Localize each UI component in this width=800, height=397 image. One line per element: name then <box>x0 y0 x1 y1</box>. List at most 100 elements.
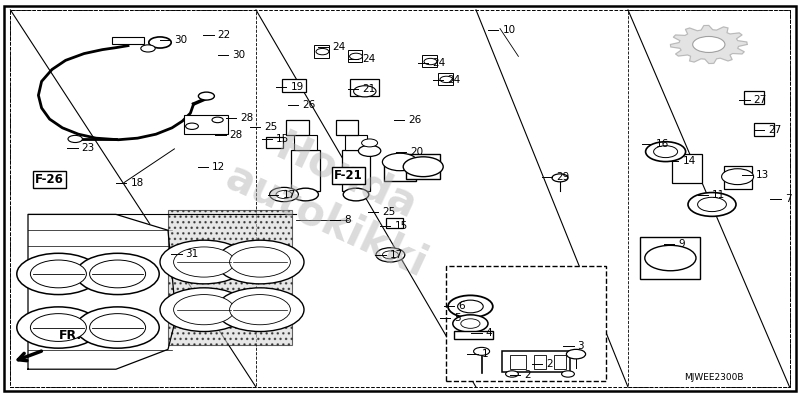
Circle shape <box>376 248 405 262</box>
Circle shape <box>186 123 198 129</box>
Circle shape <box>646 142 686 162</box>
Circle shape <box>688 193 736 216</box>
Text: 17: 17 <box>390 250 403 260</box>
Circle shape <box>230 295 290 325</box>
Text: 25: 25 <box>264 122 278 132</box>
Bar <box>534 355 546 369</box>
Text: 11: 11 <box>712 189 726 200</box>
Circle shape <box>645 245 696 271</box>
Text: 2: 2 <box>524 370 530 380</box>
Bar <box>168 210 292 345</box>
Text: 26: 26 <box>408 115 422 125</box>
Circle shape <box>562 371 574 377</box>
Bar <box>294 135 317 150</box>
Circle shape <box>654 146 678 158</box>
Circle shape <box>693 37 725 52</box>
Circle shape <box>293 188 318 201</box>
Circle shape <box>552 174 568 182</box>
Text: F-21: F-21 <box>334 169 362 182</box>
Text: 19: 19 <box>290 81 304 92</box>
Circle shape <box>440 76 453 83</box>
Text: 27: 27 <box>768 125 782 135</box>
Text: 15: 15 <box>394 221 408 231</box>
Bar <box>291 150 320 191</box>
Circle shape <box>566 349 586 359</box>
Circle shape <box>382 251 398 259</box>
Circle shape <box>17 307 100 348</box>
Circle shape <box>216 288 304 331</box>
Bar <box>112 37 144 44</box>
Circle shape <box>174 247 234 277</box>
Bar <box>724 166 752 189</box>
Text: 5: 5 <box>454 313 461 324</box>
Bar <box>384 158 416 181</box>
Circle shape <box>698 197 726 212</box>
Circle shape <box>17 253 100 295</box>
Circle shape <box>30 260 86 288</box>
Bar <box>438 73 453 85</box>
Text: 29: 29 <box>556 172 570 182</box>
Circle shape <box>90 314 146 341</box>
Circle shape <box>382 153 418 171</box>
Text: 22: 22 <box>218 30 231 40</box>
Bar <box>345 135 367 150</box>
Bar <box>510 355 526 369</box>
Text: FR.: FR. <box>58 329 82 342</box>
Bar <box>672 154 702 183</box>
Text: 7: 7 <box>785 193 791 204</box>
Text: 2: 2 <box>546 359 553 370</box>
Text: 6: 6 <box>458 301 465 312</box>
Circle shape <box>316 48 329 55</box>
Circle shape <box>30 314 86 341</box>
Bar <box>348 50 362 62</box>
Bar <box>342 150 370 191</box>
Circle shape <box>198 92 214 100</box>
Text: 17: 17 <box>282 189 296 200</box>
Circle shape <box>424 58 437 65</box>
Bar <box>286 120 309 135</box>
Circle shape <box>276 191 292 198</box>
Text: 23: 23 <box>82 143 95 153</box>
Text: 16: 16 <box>656 139 670 149</box>
Text: 18: 18 <box>130 178 144 189</box>
Bar <box>406 154 440 179</box>
Circle shape <box>68 135 82 143</box>
Text: 24: 24 <box>362 54 376 64</box>
Bar <box>628 10 790 387</box>
Circle shape <box>350 53 362 60</box>
Bar <box>754 123 774 136</box>
Bar <box>314 45 329 58</box>
Text: 10: 10 <box>502 25 515 35</box>
Circle shape <box>448 295 493 318</box>
Circle shape <box>90 260 146 288</box>
Circle shape <box>174 295 234 325</box>
Text: 15: 15 <box>276 134 290 144</box>
Circle shape <box>403 157 443 177</box>
Circle shape <box>461 319 480 328</box>
Circle shape <box>141 45 155 52</box>
Text: 27: 27 <box>754 95 767 105</box>
Circle shape <box>358 145 381 156</box>
Text: 1: 1 <box>482 349 488 359</box>
Bar <box>446 266 606 381</box>
Text: 20: 20 <box>410 146 423 157</box>
Circle shape <box>216 240 304 284</box>
Circle shape <box>160 240 248 284</box>
Text: 31: 31 <box>186 249 199 259</box>
Bar <box>386 218 403 228</box>
Bar <box>422 55 437 67</box>
Bar <box>502 351 570 372</box>
Text: 21: 21 <box>362 84 376 94</box>
Text: 8: 8 <box>344 215 350 225</box>
Text: 3: 3 <box>578 341 584 351</box>
Polygon shape <box>28 214 176 369</box>
Circle shape <box>212 117 223 123</box>
Text: 28: 28 <box>230 130 243 140</box>
Circle shape <box>354 86 376 97</box>
Text: 4: 4 <box>486 328 492 339</box>
Circle shape <box>722 169 754 185</box>
Bar <box>640 237 700 279</box>
Circle shape <box>76 307 159 348</box>
Bar <box>184 115 228 134</box>
Bar <box>350 79 379 96</box>
